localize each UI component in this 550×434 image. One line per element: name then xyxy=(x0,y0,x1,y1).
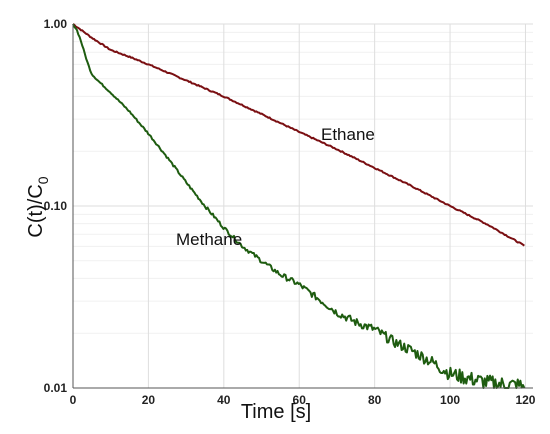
y-axis-label: C(t)/C0 xyxy=(25,176,51,237)
series-layer xyxy=(72,23,526,389)
y-axis-label-subscript: 0 xyxy=(35,176,51,184)
ticks: 0 20 40 60 80 100 120 0.01 0.10 1.00 xyxy=(44,17,536,407)
x-tick-label: 0 xyxy=(70,393,77,407)
series-label-ethane: Ethane xyxy=(321,125,375,144)
x-tick-label: 80 xyxy=(368,393,382,407)
grid xyxy=(73,23,533,388)
x-tick-label: 20 xyxy=(142,393,156,407)
y-axis-label-main: C(t)/C xyxy=(25,184,47,237)
y-tick-label: 1.00 xyxy=(44,17,68,31)
x-tick-label: 40 xyxy=(217,393,231,407)
x-tick-label: 120 xyxy=(515,393,535,407)
x-tick-label: 60 xyxy=(293,393,307,407)
series-line-ethane xyxy=(72,23,525,247)
y-tick-label: 0.10 xyxy=(44,199,68,213)
x-tick-label: 100 xyxy=(440,393,460,407)
y-tick-label: 0.01 xyxy=(44,381,68,395)
series-line-methane xyxy=(72,23,526,389)
x-axis-label: Time [s] xyxy=(241,401,311,423)
series-label-methane: Methane xyxy=(176,230,242,249)
